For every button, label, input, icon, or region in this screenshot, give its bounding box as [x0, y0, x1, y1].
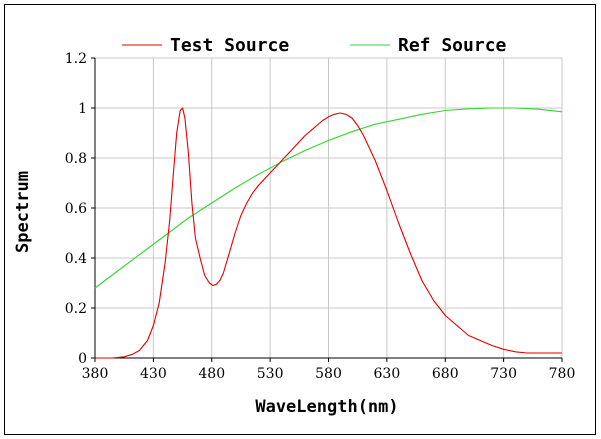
y-tick-label: 0.6: [65, 201, 87, 217]
y-tick-label: 0: [78, 351, 87, 367]
x-tick-label: 580: [315, 366, 342, 382]
x-tick-label: 630: [374, 366, 401, 382]
series-line-ref-source: [94, 107, 563, 289]
chart-frame: [4, 4, 596, 435]
y-tick-label: 0.2: [65, 301, 87, 317]
series-line-test-source: [95, 107, 562, 359]
y-tick-labels: 0 0.2 0.4 0.6 0.8 1 1.2: [65, 51, 87, 367]
y-axis-title: Spectrum: [13, 171, 33, 253]
y-tick-label: 1.2: [65, 51, 87, 67]
x-tick-label: 480: [198, 366, 225, 382]
y-tick-label: 0.8: [65, 151, 87, 167]
legend: Test Source Ref Source: [122, 35, 507, 56]
legend-label-ref-source: Ref Source: [398, 35, 507, 56]
x-tick-label: 530: [257, 366, 284, 382]
x-tick-label: 680: [432, 366, 459, 382]
x-tick-labels: 380 430 480 530 580 630 680 730 780: [82, 366, 576, 382]
x-tick-label: 780: [549, 366, 576, 382]
x-tick-label: 380: [82, 366, 109, 382]
axes: [91, 57, 563, 362]
legend-label-test-source: Test Source: [170, 35, 289, 56]
x-axis-title: WaveLength(nm): [255, 397, 398, 417]
y-tick-label: 0.4: [65, 251, 87, 267]
plot-area: [94, 107, 563, 359]
x-tick-label: 730: [490, 366, 517, 382]
x-tick-label: 430: [140, 366, 167, 382]
y-tick-label: 1: [78, 101, 87, 117]
grid: [95, 57, 563, 358]
